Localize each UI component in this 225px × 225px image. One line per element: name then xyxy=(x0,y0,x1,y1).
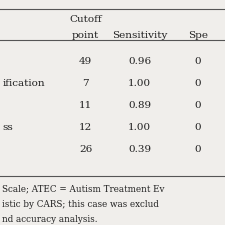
Text: 49: 49 xyxy=(79,57,92,66)
Text: 0: 0 xyxy=(195,57,201,66)
Text: 0.39: 0.39 xyxy=(128,145,151,154)
Text: ss: ss xyxy=(2,123,13,132)
Text: 0.96: 0.96 xyxy=(128,57,151,66)
Text: 0: 0 xyxy=(195,145,201,154)
Text: 11: 11 xyxy=(79,101,92,110)
Text: 26: 26 xyxy=(79,145,92,154)
Text: Sensitivity: Sensitivity xyxy=(112,31,167,40)
Text: 0: 0 xyxy=(195,123,201,132)
Text: point: point xyxy=(72,31,99,40)
Text: 12: 12 xyxy=(79,123,92,132)
Text: 0.89: 0.89 xyxy=(128,101,151,110)
Text: Cutoff: Cutoff xyxy=(69,15,102,24)
Text: Scale; ATEC = Autism Treatment Ev: Scale; ATEC = Autism Treatment Ev xyxy=(2,184,165,193)
Text: 0: 0 xyxy=(195,101,201,110)
Text: ification: ification xyxy=(2,79,45,88)
Text: istic by CARS; this case was exclud: istic by CARS; this case was exclud xyxy=(2,200,159,209)
Text: 1.00: 1.00 xyxy=(128,123,151,132)
Text: 0: 0 xyxy=(195,79,201,88)
Text: 7: 7 xyxy=(82,79,89,88)
Text: nd accuracy analysis.: nd accuracy analysis. xyxy=(2,215,98,224)
Text: Spe: Spe xyxy=(188,31,208,40)
Text: 1.00: 1.00 xyxy=(128,79,151,88)
